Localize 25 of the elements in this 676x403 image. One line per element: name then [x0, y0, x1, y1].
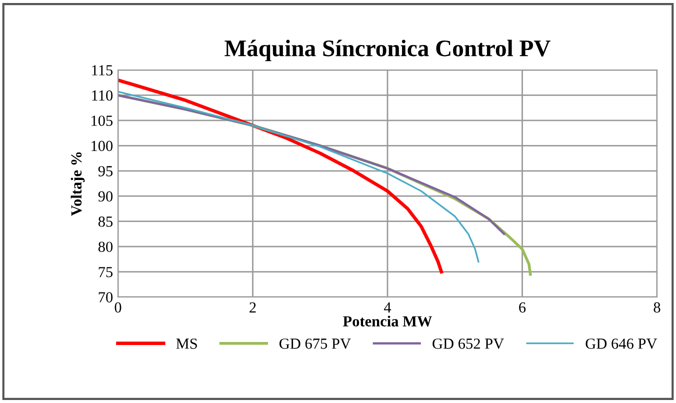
x-tick-label: 0	[114, 302, 122, 313]
x-tick-label: 8	[654, 302, 660, 313]
x-tick-label: 6	[519, 302, 526, 313]
y-tick-label: 105	[92, 116, 113, 126]
x-tick-label: 4	[384, 302, 392, 312]
y-tick-label: 90	[98, 191, 113, 202]
legend-label: GD 646 PV	[586, 338, 658, 349]
y-tick-label: 75	[98, 267, 113, 278]
y-tick-label: 115	[92, 65, 113, 76]
y-tick-label: 110	[92, 90, 113, 101]
x-axis-title: Potencia MW	[343, 316, 432, 327]
line-series	[118, 90, 480, 263]
y-axis-title: Voltaje %	[70, 152, 85, 216]
y-tick-label: 95	[98, 166, 113, 176]
y-tick-label: 70	[98, 292, 113, 302]
legend-label: GD 652 PV	[432, 338, 504, 349]
y-tick-label: 80	[98, 242, 113, 252]
x-tick-label: 2	[250, 302, 256, 312]
line-series	[118, 78, 444, 274]
y-tick-label: 100	[92, 140, 113, 152]
line-series	[118, 94, 506, 236]
legend-label: MS	[176, 338, 197, 349]
y-tick-label: 85	[98, 216, 113, 227]
legend-label: GD 675 PV	[279, 338, 351, 349]
chart-title: Máquina Síncronica Control PV	[224, 40, 550, 62]
